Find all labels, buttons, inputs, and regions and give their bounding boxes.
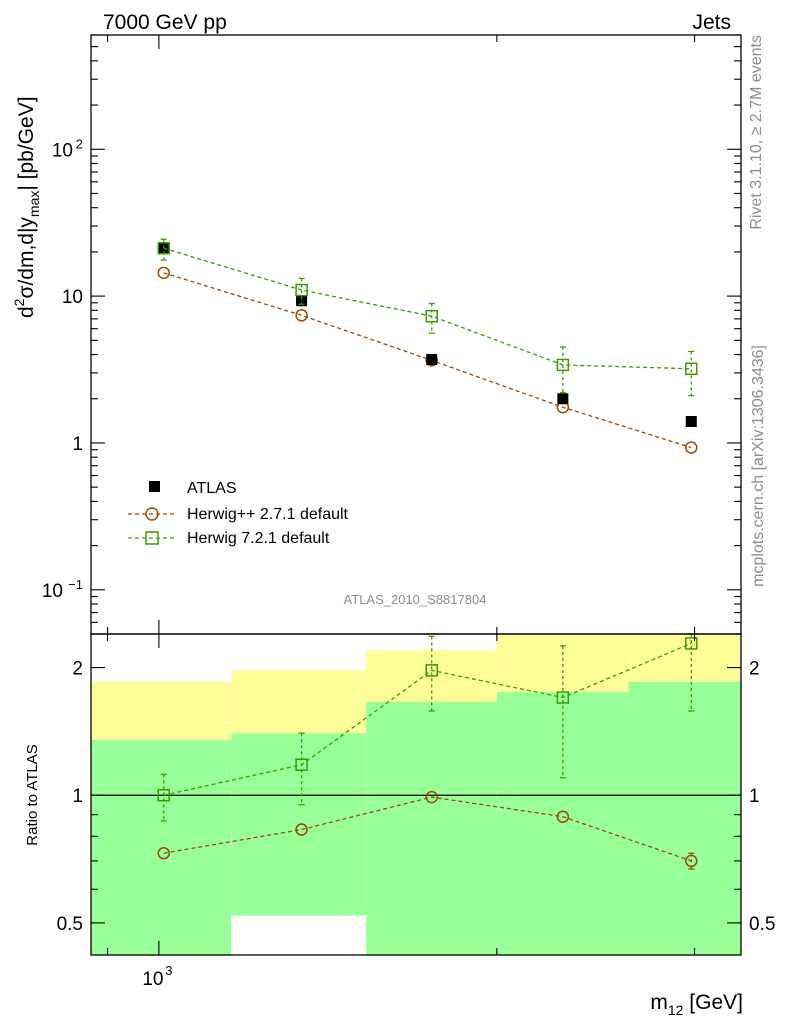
mcplots-label: mcplots.cern.ch [arXiv:1306.3436] <box>750 345 767 587</box>
legend-herwig7-label: Herwig 7.2.1 default <box>187 530 330 547</box>
axis-ticks <box>91 34 741 955</box>
main-ytick-exp-3: 2 <box>76 136 83 151</box>
rivet-label: Rivet 3.1.10, ≥ 2.7M events <box>748 35 765 230</box>
ratio-herwig7-point-1 <box>295 758 308 772</box>
ratio-ytick-label-right-2: 2 <box>749 659 760 680</box>
main-herwig7-line <box>163 247 692 370</box>
ratio-herwigpp-point-3 <box>556 810 570 823</box>
main-atlas-point-4 <box>685 415 697 427</box>
ratio-herwigpp-point-1 <box>295 823 308 836</box>
main-herwigpp-point-1 <box>295 309 308 322</box>
main-atlas-point-3 <box>557 393 569 405</box>
ratio-ytick-label-left-2: 2 <box>72 659 83 680</box>
main-herwig7-point-3 <box>556 358 570 372</box>
main-herwig7-point-4 <box>685 362 698 376</box>
main-herwig7-point-1 <box>295 283 308 297</box>
header-left: 7000 GeV pp <box>103 11 227 34</box>
legend-atlas-label: ATLAS <box>187 480 237 497</box>
ratio-herwigpp-point-2 <box>425 790 438 804</box>
ratio-frame <box>90 633 742 956</box>
band-inner-0 <box>91 739 232 955</box>
x-axis-label: m12 [GeV] <box>650 991 743 1018</box>
main-atlas-point-1 <box>296 295 308 307</box>
main-series <box>157 238 698 454</box>
panel-frames <box>90 34 742 956</box>
ratio-uncertainty-bands <box>91 634 741 955</box>
ratio-herwig7-point-0 <box>157 788 170 802</box>
main-herwigpp-point-4 <box>685 441 698 454</box>
xtick-label-base-0: 10 <box>142 969 163 990</box>
ratio-ytick-label-right-0: 0.5 <box>749 914 775 935</box>
header-right: Jets <box>692 11 731 34</box>
ratio-ytick-label-left-0: 0.5 <box>57 914 83 935</box>
legend-atlas-marker <box>149 481 160 492</box>
legend-herwigpp-marker <box>145 507 159 521</box>
ratio-herwig7-point-2 <box>425 664 438 677</box>
ratio-herwig7-line <box>163 642 692 796</box>
legend-herwig7-marker <box>145 531 159 545</box>
ratio-y-label: Ratio to ATLAS <box>24 744 41 845</box>
legend: ATLAS Herwig++ 2.7.1 default Herwig 7.2.… <box>128 480 349 547</box>
legend-herwigpp-label: Herwig++ 2.7.1 default <box>187 506 349 523</box>
main-ytick-label-2: 10 <box>62 287 83 308</box>
main-y-label: d2σ/dm,d|ymax| [pb/GeV] <box>11 96 42 318</box>
ratio-herwigpp-line <box>163 796 692 862</box>
band-inner-2 <box>366 701 497 955</box>
ratio-herwigpp-point-0 <box>157 846 170 860</box>
ratio-herwig7-point-3 <box>556 691 570 704</box>
main-herwig7-point-2 <box>425 309 438 323</box>
ratio-ytick-label-right-1: 1 <box>749 786 760 807</box>
main-ytick-label-0: 10 <box>42 581 63 602</box>
main-ytick-label-3: 10 <box>52 140 73 161</box>
main-herwig7-point-0 <box>157 241 170 255</box>
ratio-series <box>157 633 698 870</box>
main-ytick-label-1: 1 <box>72 434 83 455</box>
main-ytick-exp-0: −1 <box>68 577 83 592</box>
main-herwigpp-point-0 <box>157 266 170 280</box>
band-inner-4 <box>628 681 741 955</box>
ratio-herwig7-point-4 <box>685 637 698 650</box>
analysis-id: ATLAS_2010_S8817804 <box>344 592 487 607</box>
ratio-ytick-label-left-1: 1 <box>72 786 83 807</box>
ratio-herwigpp-point-4 <box>685 854 698 868</box>
main-atlas-point-2 <box>426 354 438 366</box>
xtick-label-exp-0: 3 <box>165 963 172 978</box>
